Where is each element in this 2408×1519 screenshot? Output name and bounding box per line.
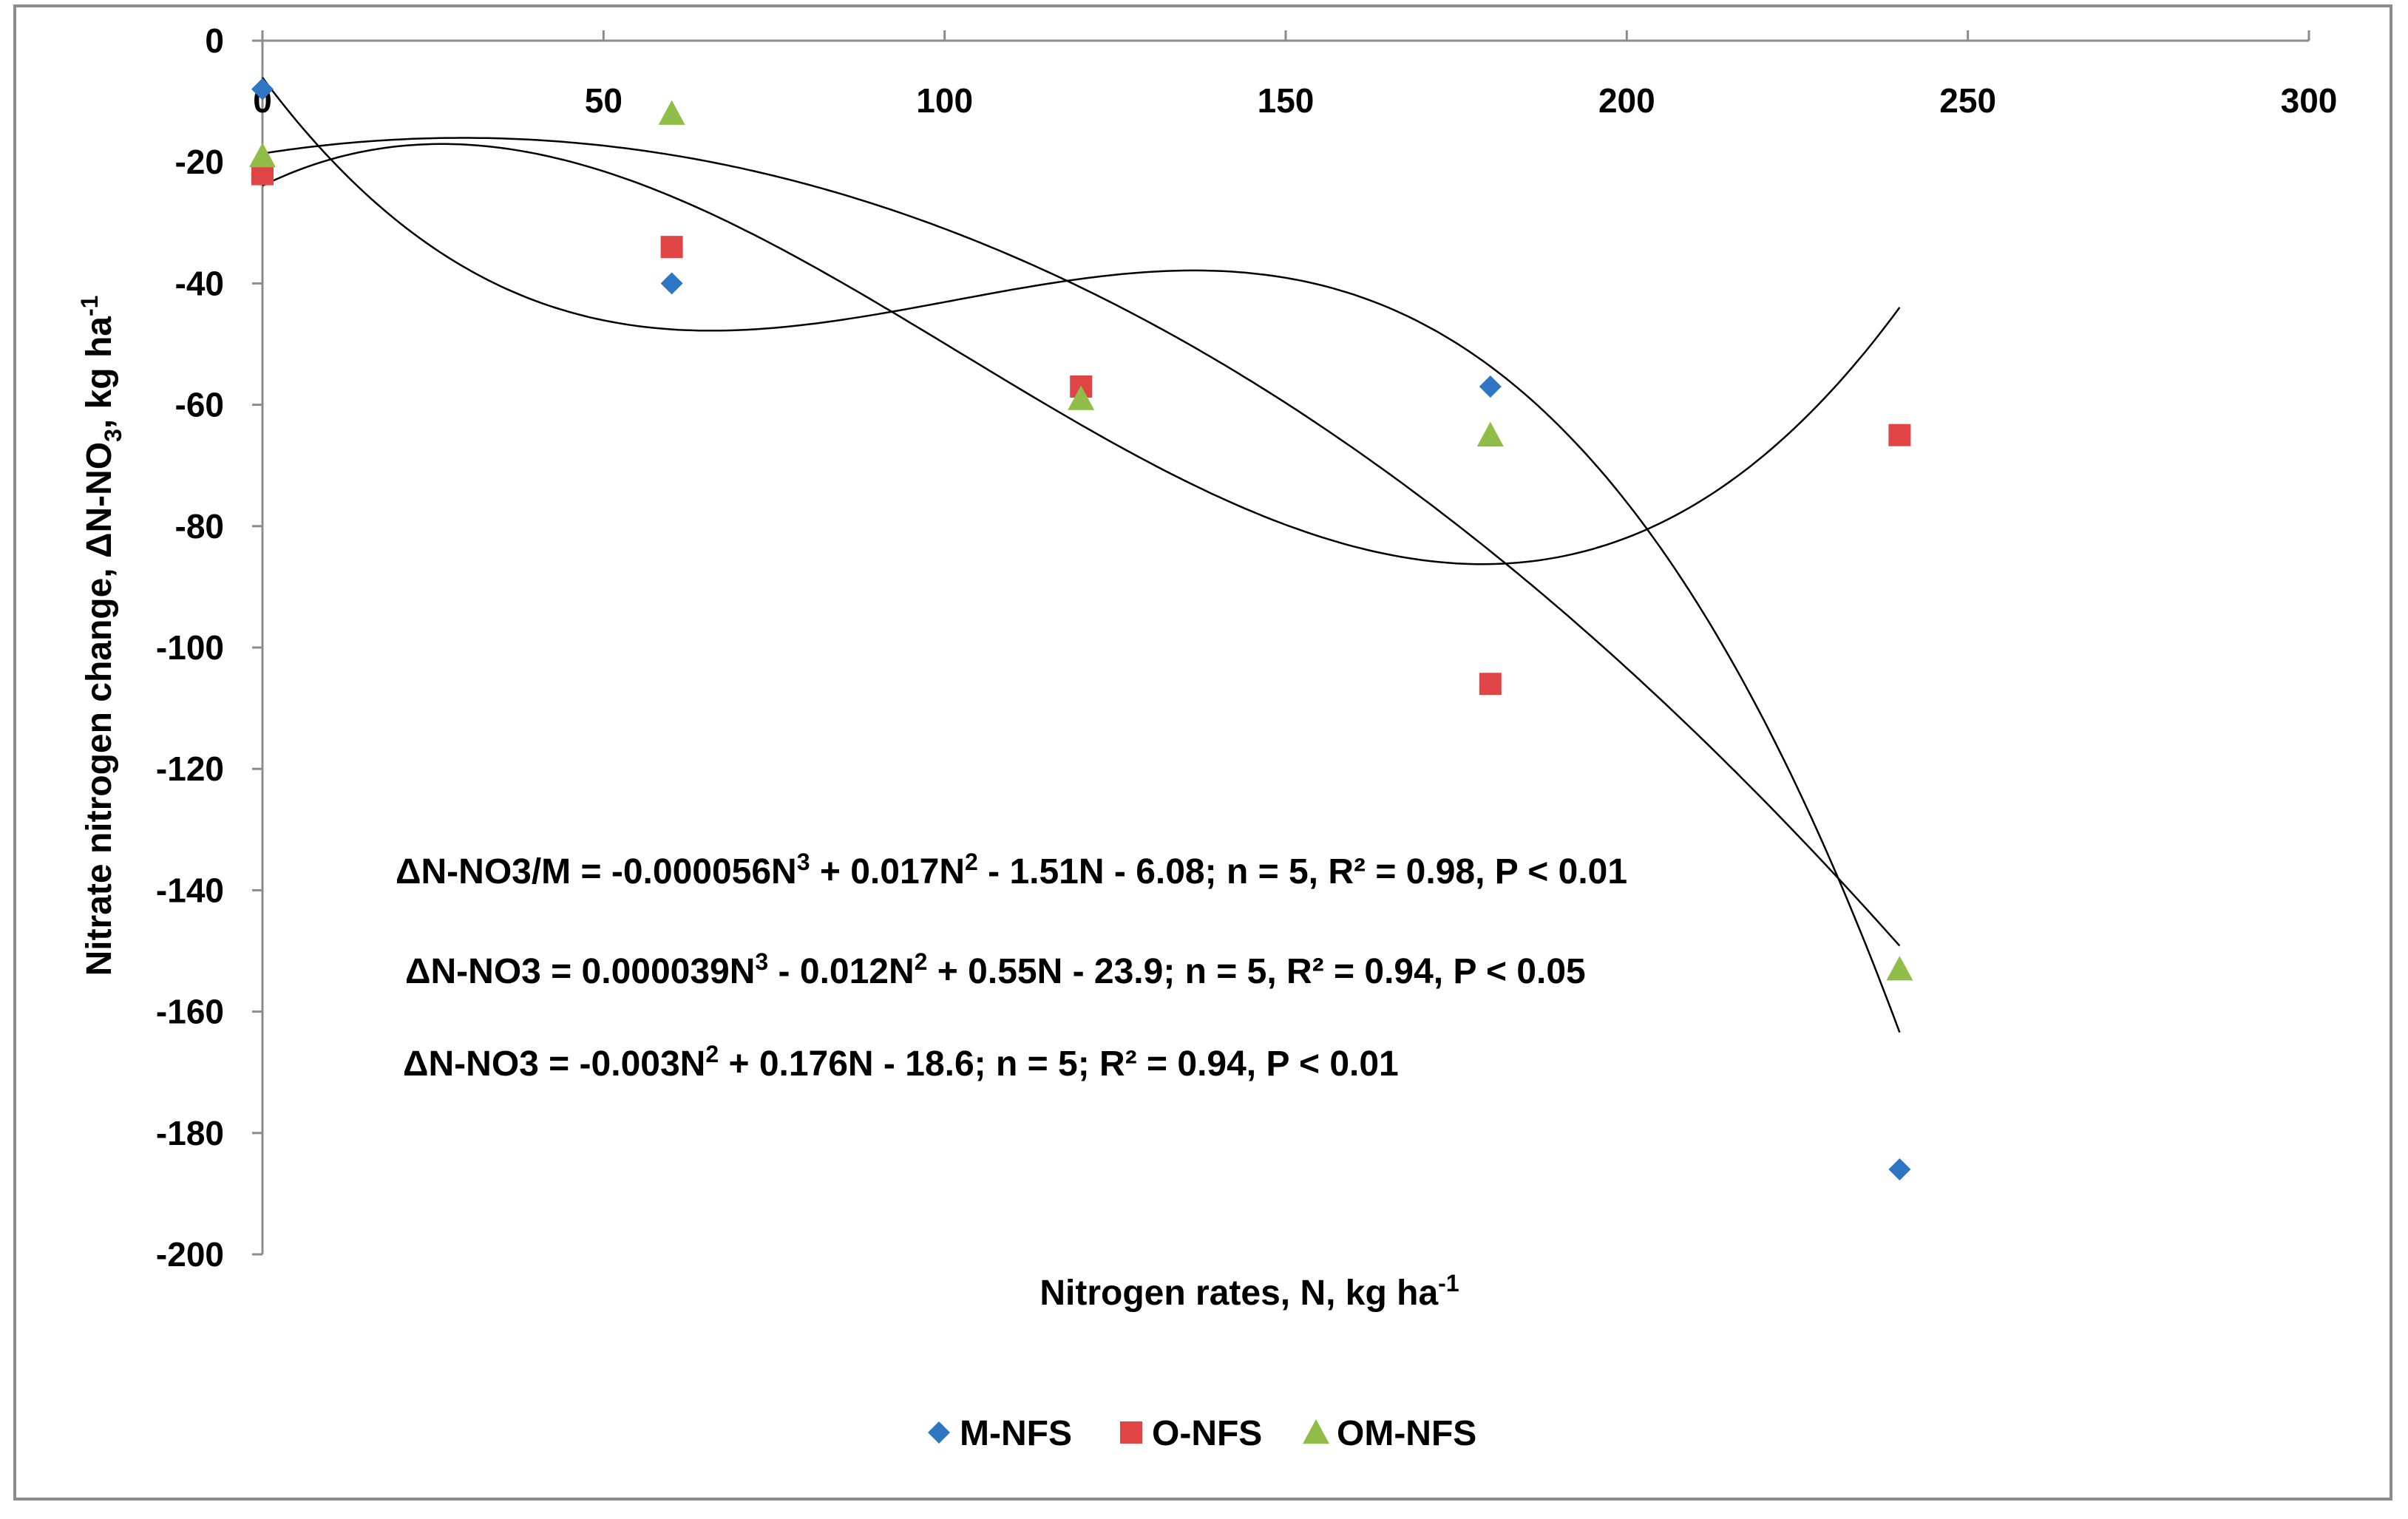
trendline-m-nfs (261, 77, 1901, 1033)
equation-om-nfs-a: ΔN-NO3 = -0.003N (403, 1044, 705, 1084)
equation-m-nfs-sup2: 2 (965, 849, 978, 875)
y-axis-title-sub: 3 (100, 429, 126, 442)
x-tick-label: 100 (916, 81, 973, 120)
y-tick-label: -20 (175, 143, 224, 181)
x-tick-label: 250 (1939, 81, 1996, 120)
om-nfs-point (1476, 421, 1504, 446)
legend-label-m-nfs: M-NFS (960, 1414, 1072, 1453)
equation-o-nfs-b: - 0.012N (768, 952, 914, 991)
y-tick-label: -40 (175, 264, 224, 302)
m-nfs-point (251, 78, 274, 101)
axes (252, 30, 2310, 1256)
equation-o-nfs-c: + 0.55N - 23.9; n = 5, R² = 0.94, P < 0.… (927, 952, 1585, 991)
y-tick-label: -180 (156, 1114, 224, 1152)
y-axis-title-sup: -1 (76, 296, 103, 316)
legend-label-om-nfs: OM-NFS (1337, 1414, 1476, 1453)
x-axis-title-text: Nitrogen rates, N, kg ha (1039, 1274, 1438, 1313)
legend-marker-o-nfs (1120, 1421, 1142, 1444)
legend-item-m-nfs: M-NFS (928, 1414, 1072, 1453)
m-nfs-point (1479, 375, 1502, 398)
legend: M-NFS O-NFS OM-NFS (928, 1414, 1476, 1453)
y-axis-title-text-2: , kg ha (80, 316, 119, 429)
o-nfs-point (660, 236, 683, 259)
y-axis-title: Nitrate nitrogen change, ΔN-NO3, kg ha-1 (76, 296, 126, 976)
o-nfs-point (1888, 424, 1911, 446)
equation-o-nfs-sup2: 2 (915, 948, 928, 975)
legend-marker-om-nfs (1303, 1419, 1329, 1444)
m-nfs-point (1888, 1158, 1911, 1181)
equation-m-nfs-a: ΔN-NO3/M = -0.000056N (396, 852, 797, 891)
x-tick-label: 150 (1258, 81, 1315, 120)
x-axis-title: Nitrogen rates, N, kg ha-1 (1039, 1270, 1459, 1313)
equation-m-nfs-sup1: 3 (797, 849, 810, 875)
om-nfs-point (658, 100, 685, 125)
y-tick-label: -200 (156, 1235, 224, 1274)
equation-m-nfs: ΔN-NO3/M = -0.000056N3 + 0.017N2 - 1.51N… (396, 849, 1627, 891)
equation-o-nfs: ΔN-NO3 = 0.000039N3 - 0.012N2 + 0.55N - … (405, 948, 1586, 991)
equation-m-nfs-b: + 0.017N (810, 852, 965, 891)
legend-item-o-nfs: O-NFS (1120, 1414, 1262, 1453)
trendlines (261, 77, 1901, 1033)
x-axis-title-sup: -1 (1438, 1270, 1459, 1297)
data-points (249, 78, 1913, 1181)
legend-label-o-nfs: O-NFS (1152, 1414, 1262, 1453)
y-tick-label: -80 (175, 507, 224, 546)
equation-om-nfs-b: + 0.176N - 18.6; n = 5; R² = 0.94, P < 0… (719, 1044, 1399, 1084)
equation-o-nfs-sup1: 3 (755, 948, 768, 975)
y-tick-label: 0 (205, 21, 224, 60)
x-tick-label: 50 (585, 81, 623, 120)
m-nfs-point (660, 272, 683, 295)
y-tick-label: -140 (156, 871, 224, 909)
legend-item-om-nfs: OM-NFS (1303, 1414, 1476, 1453)
y-axis-title-text: Nitrate nitrogen change, ΔN-NO (80, 442, 119, 976)
equation-m-nfs-c: - 1.51N - 6.08; n = 5, R² = 0.98, P < 0.… (978, 852, 1627, 891)
om-nfs-point (1886, 956, 1913, 981)
chart-frame (13, 4, 2392, 1501)
equation-o-nfs-a: ΔN-NO3 = 0.000039N (405, 952, 755, 991)
trendline-om-nfs (262, 137, 1901, 947)
y-tick-label: -60 (175, 386, 224, 424)
om-nfs-point (249, 142, 276, 168)
trendline-o-nfs (262, 143, 1901, 565)
equation-om-nfs-sup1: 2 (705, 1041, 719, 1067)
y-tick-label: -160 (156, 993, 224, 1031)
o-nfs-point (1479, 673, 1502, 696)
y-tick-label: -100 (156, 628, 224, 667)
x-tick-label: 300 (2281, 81, 2338, 120)
x-tick-label: 200 (1598, 81, 1655, 120)
y-tick-label: -120 (156, 750, 224, 788)
equation-om-nfs: ΔN-NO3 = -0.003N2 + 0.176N - 18.6; n = 5… (403, 1041, 1399, 1084)
legend-marker-m-nfs (928, 1421, 950, 1444)
om-nfs-point (1068, 385, 1095, 410)
